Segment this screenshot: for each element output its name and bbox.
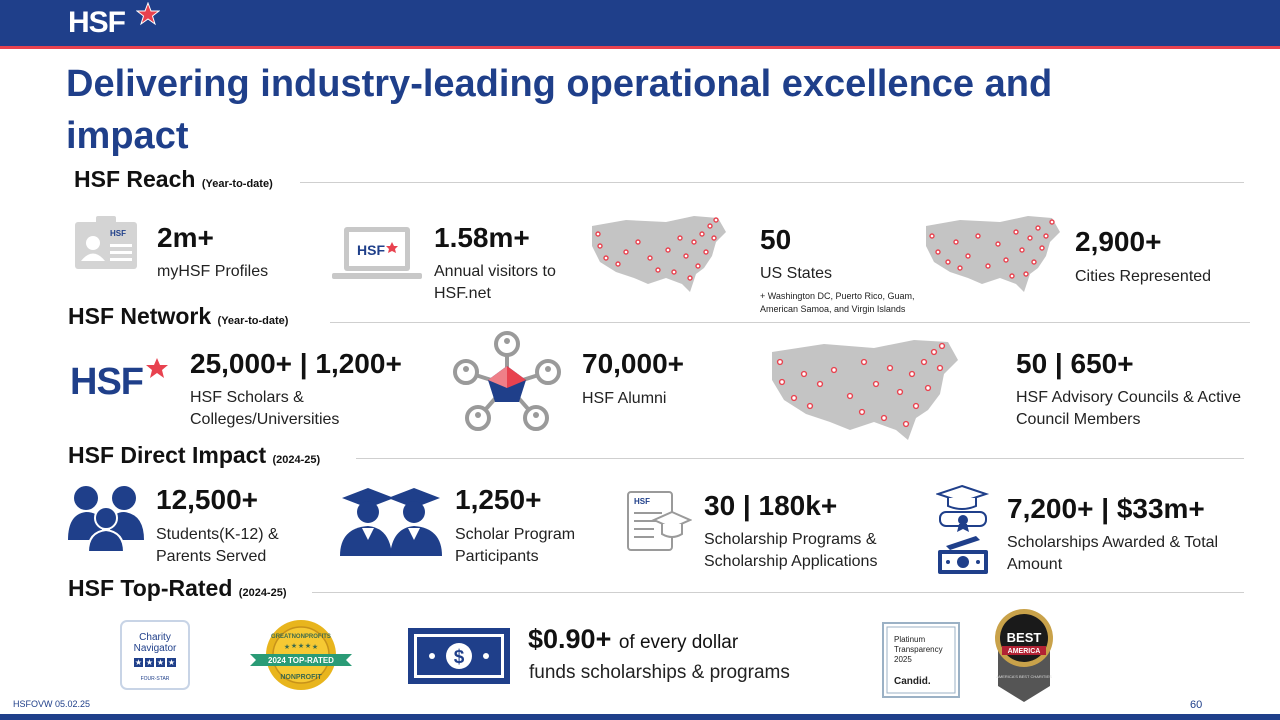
header-bar <box>0 0 1280 46</box>
us-states-map <box>592 216 726 292</box>
svg-text:AMERICA'S BEST CHARITIES: AMERICA'S BEST CHARITIES <box>996 674 1052 679</box>
stat-states-value: 50 <box>760 224 792 255</box>
section-divider <box>356 458 1244 459</box>
stat-visitors-value: 1.58m+ <box>434 222 530 253</box>
stat-students-value: 12,500+ <box>156 484 258 515</box>
svg-text:$: $ <box>454 647 465 668</box>
svg-text:2025: 2025 <box>894 655 912 664</box>
stat-participants-label: Scholar Program Participants <box>455 526 576 565</box>
stat-awarded-value: 7,200+ | $33m+ <box>1007 493 1205 524</box>
stat-councils-value: 50 | 650+ <box>1016 348 1134 379</box>
svg-text:FOUR-STAR: FOUR-STAR <box>141 676 170 682</box>
logo-star-icon <box>136 2 160 26</box>
stat-profiles-value: 2m+ <box>157 222 214 253</box>
svg-text:★: ★ <box>305 642 311 650</box>
stat-visitors-label: Annual visitors to HSF.net <box>434 263 556 302</box>
section-reach-heading: HSF Reach (Year-to-date) <box>74 166 273 192</box>
graduates-icon <box>340 488 442 556</box>
header-accent-stripe <box>0 46 1280 49</box>
page-number: 60 <box>1190 699 1203 711</box>
us-cities-map <box>926 216 1060 292</box>
svg-text:BEST: BEST <box>1007 630 1042 645</box>
stat-awarded-label: Scholarships Awarded & Total Amount <box>1007 534 1219 573</box>
dollar-efficiency-value: $0.90+ of every dollar <box>528 624 739 654</box>
footer-bar <box>0 714 1280 720</box>
charity-navigator-badge: Charity Navigator ★ ★ ★ ★ FOUR-STAR <box>120 620 190 690</box>
svg-text:HSF: HSF <box>110 229 126 238</box>
stat-cities-label: Cities Represented <box>1075 268 1212 285</box>
svg-text:★: ★ <box>312 643 318 651</box>
advisory-councils-map <box>772 340 958 440</box>
stat-programs-label: Scholarship Programs & Scholarship Appli… <box>704 531 878 570</box>
svg-text:HSF: HSF <box>70 361 143 398</box>
id-card-icon: HSF <box>75 216 137 269</box>
svg-text:★: ★ <box>157 658 164 667</box>
svg-text:2024 TOP-RATED: 2024 TOP-RATED <box>268 656 334 665</box>
stat-alumni-label: HSF Alumni <box>582 390 667 407</box>
stat-councils-label: HSF Advisory Councils & Active Council M… <box>1016 389 1241 428</box>
great-nonprofits-badge: GREATNONPROFITS 2024 TOP-RATED NONPROFIT… <box>250 620 352 690</box>
alumni-network-icon <box>453 331 561 431</box>
stat-participants-value: 1,250+ <box>455 484 542 515</box>
svg-text:GREATNONPROFITS: GREATNONPROFITS <box>271 634 331 640</box>
page-title: Delivering industry-leading operational … <box>66 63 1053 157</box>
stat-states-note: + Washington DC, Puerto Rico, Guam, Amer… <box>760 291 915 314</box>
svg-text:HSF: HSF <box>357 242 385 258</box>
stat-profiles-label: myHSF Profiles <box>157 263 269 280</box>
dollar-bill-icon: $ <box>408 628 510 684</box>
footer-document-code: HSFOVW 05.02.25 <box>13 699 91 709</box>
diploma-money-icon <box>936 484 990 574</box>
svg-text:Transparency: Transparency <box>894 645 943 654</box>
dollar-efficiency-label: funds scholarships & programs <box>529 662 790 683</box>
svg-text:★: ★ <box>284 643 290 651</box>
svg-text:NONPROFIT: NONPROFIT <box>280 674 322 681</box>
stat-alumni-value: 70,000+ <box>582 348 684 379</box>
best-in-america-badge: BEST AMERICA AMERICA'S BEST CHARITIES <box>995 609 1053 702</box>
stat-students-label: Students(K-12) & Parents Served <box>156 526 279 565</box>
svg-text:AMERICA: AMERICA <box>1008 648 1041 655</box>
section-divider <box>330 322 1250 323</box>
family-icon <box>68 486 144 552</box>
svg-text:★: ★ <box>146 658 153 667</box>
svg-text:Navigator: Navigator <box>134 643 177 654</box>
candid-platinum-badge: Platinum Transparency 2025 Candid. <box>882 622 960 698</box>
hsf-logo: HSF <box>68 6 126 39</box>
svg-text:★: ★ <box>168 658 175 667</box>
scholarship-application-icon: HSF <box>627 491 692 551</box>
svg-text:Candid.: Candid. <box>894 676 931 687</box>
section-direct-impact-heading: HSF Direct Impact (2024-25) <box>68 442 321 468</box>
svg-text:Charity: Charity <box>139 632 171 643</box>
stat-states-label: US States <box>760 265 833 282</box>
svg-text:HSF: HSF <box>634 497 650 506</box>
stat-programs-value: 30 | 180k+ <box>704 490 838 521</box>
svg-text:★: ★ <box>291 642 297 650</box>
svg-text:★: ★ <box>135 658 142 667</box>
hsf-brand-icon: HSF <box>70 358 168 398</box>
stat-scholars-value: 25,000+ | 1,200+ <box>190 348 402 379</box>
svg-text:★: ★ <box>298 642 304 650</box>
section-network-heading: HSF Network (Year-to-date) <box>68 303 289 329</box>
section-divider <box>300 182 1244 183</box>
svg-text:Platinum: Platinum <box>894 635 925 644</box>
section-top-rated-heading: HSF Top-Rated (2024-25) <box>68 575 287 601</box>
stat-scholars-label: HSF Scholars & Colleges/Universities <box>190 389 340 428</box>
stat-cities-value: 2,900+ <box>1075 226 1162 257</box>
laptop-icon: HSF <box>332 227 422 279</box>
section-divider <box>312 592 1244 593</box>
